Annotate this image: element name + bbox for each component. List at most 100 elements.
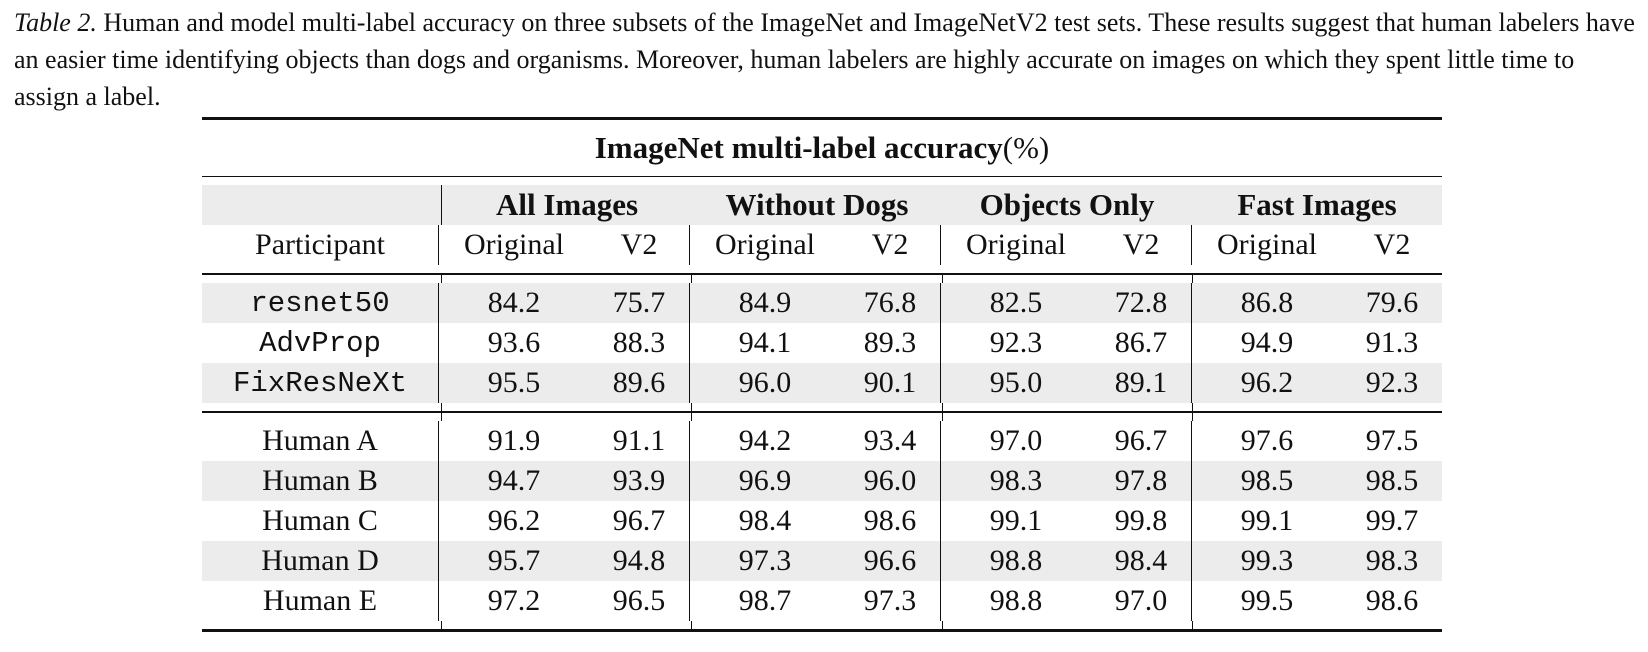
value-cell: 98.7	[738, 584, 792, 617]
subheader-original: Original	[1217, 228, 1317, 261]
value-cell: 94.9	[1240, 326, 1294, 359]
value-cell: 97.5	[1365, 424, 1419, 457]
value-cell: 97.2	[487, 584, 541, 617]
value-cell: 94.1	[738, 326, 792, 359]
value-cell: 98.6	[1365, 584, 1419, 617]
value-cell: 93.4	[863, 424, 917, 457]
value-cell: 97.0	[1114, 584, 1168, 617]
value-cell: 93.6	[487, 326, 541, 359]
value-cell: 82.5	[989, 286, 1043, 319]
participant-name: Human B	[262, 464, 378, 497]
caption-label: Table 2.	[14, 8, 97, 37]
value-cell: 92.3	[989, 326, 1043, 359]
value-cell: 97.3	[738, 544, 792, 577]
participant-name: FixResNeXt	[232, 366, 408, 400]
group-header: Without Dogs	[725, 187, 909, 222]
value-cell: 95.0	[989, 366, 1043, 399]
table-row: Human D 95.7 94.8 97.3 96.6 98.8 98.4 99.3 9…	[202, 541, 1442, 581]
value-cell: 96.5	[612, 584, 666, 617]
value-cell: 94.8	[612, 544, 666, 577]
table-title-unit: (%)	[1002, 130, 1050, 165]
value-cell: 90.1	[863, 366, 917, 399]
subheader-v2: V2	[871, 228, 909, 261]
subheader-original: Original	[464, 228, 564, 261]
table-row: Human C 96.2 96.7 98.4 98.6 99.1 99.8 99.1 9…	[202, 501, 1442, 541]
value-cell: 84.9	[738, 286, 792, 319]
value-cell: 97.8	[1114, 464, 1168, 497]
value-cell: 89.3	[863, 326, 917, 359]
value-cell: 98.8	[989, 544, 1043, 577]
mid-rule	[202, 411, 1442, 413]
subheader-v2: V2	[1122, 228, 1160, 261]
value-cell: 89.1	[1114, 366, 1168, 399]
caption-text: Human and model multi-label accuracy on …	[14, 8, 1635, 111]
value-cell: 99.8	[1114, 504, 1168, 537]
value-cell: 84.2	[487, 286, 541, 319]
header-rule	[202, 273, 1442, 275]
value-cell: 96.0	[863, 464, 917, 497]
value-cell: 86.7	[1114, 326, 1168, 359]
table-title: ImageNet multi-label accuracy (%)	[202, 120, 1442, 176]
value-cell: 96.6	[863, 544, 917, 577]
value-cell: 96.9	[738, 464, 792, 497]
value-cell: 96.2	[487, 504, 541, 537]
table-row: resnet50 84.2 75.7 84.9 76.8 82.5 72.8 86.8…	[202, 283, 1442, 323]
value-cell: 91.1	[612, 424, 666, 457]
value-cell: 92.3	[1365, 366, 1419, 399]
value-cell: 88.3	[612, 326, 666, 359]
value-cell: 72.8	[1114, 286, 1168, 319]
value-cell: 76.8	[863, 286, 917, 319]
table-caption: Table 2. Human and model multi-label acc…	[14, 4, 1636, 115]
value-cell: 98.4	[1114, 544, 1168, 577]
bottom-rule	[202, 629, 1442, 632]
table-row: AdvProp 93.6 88.3 94.1 89.3 92.3 86.7 94.9 9…	[202, 323, 1442, 363]
subheader-v2: V2	[620, 228, 658, 261]
participant-name: Human E	[262, 584, 378, 617]
value-cell: 91.3	[1365, 326, 1419, 359]
value-cell: 99.7	[1365, 504, 1419, 537]
subheader-original: Original	[966, 228, 1066, 261]
model-rows: resnet50 84.2 75.7 84.9 76.8 82.5 72.8 86.8…	[202, 283, 1442, 403]
value-cell: 98.3	[989, 464, 1043, 497]
value-cell: 98.4	[738, 504, 792, 537]
value-cell: 99.5	[1240, 584, 1294, 617]
value-cell: 96.0	[738, 366, 792, 399]
table-row: Human B 94.7 93.9 96.9 96.0 98.3 97.8 98.5 9…	[202, 461, 1442, 501]
group-header-row: All Images Without Dogs Objects Only Fas…	[202, 185, 1442, 225]
top-rule	[202, 117, 1442, 120]
value-cell: 99.1	[989, 504, 1043, 537]
value-cell: 95.7	[487, 544, 541, 577]
table-row: Human E 97.2 96.5 98.7 97.3 98.8 97.0 99.5 9…	[202, 581, 1442, 621]
value-cell: 97.6	[1240, 424, 1294, 457]
participant-header: Participant	[255, 228, 385, 261]
value-cell: 98.5	[1365, 464, 1419, 497]
group-header: Fast Images	[1237, 187, 1397, 222]
value-cell: 96.7	[612, 504, 666, 537]
value-cell: 97.0	[989, 424, 1043, 457]
group-header: Objects Only	[979, 187, 1155, 222]
value-cell: 79.6	[1365, 286, 1419, 319]
value-cell: 96.7	[1114, 424, 1168, 457]
value-cell: 96.2	[1240, 366, 1294, 399]
subheader-v2: V2	[1373, 228, 1411, 261]
value-cell: 94.7	[487, 464, 541, 497]
human-rows: Human A 91.9 91.1 94.2 93.4 97.0 96.7 97.6 9…	[202, 421, 1442, 621]
value-cell: 91.9	[487, 424, 541, 457]
results-table: ImageNet multi-label accuracy (%) All Im…	[202, 117, 1442, 632]
value-cell: 86.8	[1240, 286, 1294, 319]
value-cell: 98.8	[989, 584, 1043, 617]
table-title-main: ImageNet multi-label accuracy	[594, 130, 1003, 165]
value-cell: 97.3	[863, 584, 917, 617]
table-row: FixResNeXt 95.5 89.6 96.0 90.1 95.0 89.1 96…	[202, 363, 1442, 403]
participant-name: AdvProp	[259, 326, 381, 360]
value-cell: 94.2	[738, 424, 792, 457]
value-cell: 98.6	[863, 504, 917, 537]
value-cell: 93.9	[612, 464, 666, 497]
value-cell: 95.5	[487, 366, 541, 399]
participant-name: Human A	[262, 424, 378, 457]
participant-name: Human C	[262, 504, 378, 537]
participant-name: Human D	[261, 544, 379, 577]
subheader-original: Original	[715, 228, 815, 261]
subheader-row: Participant Original V2 Original V2 Origin…	[202, 225, 1442, 265]
value-cell: 98.5	[1240, 464, 1294, 497]
